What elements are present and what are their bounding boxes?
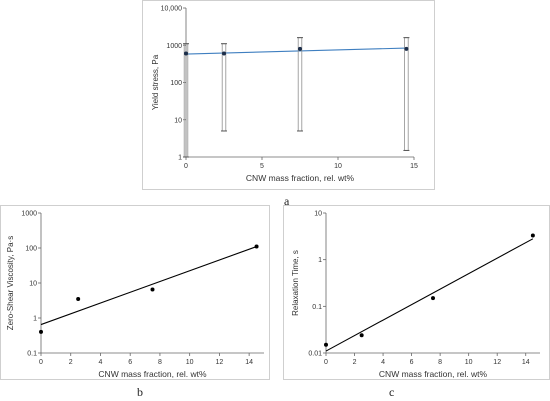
data-point bbox=[530, 233, 535, 238]
x-tick-label: 12 bbox=[493, 359, 501, 366]
y-axis-title: Yield stress, Pa bbox=[151, 54, 160, 110]
x-axis-title: CNW mass fraction, rel. wt% bbox=[246, 173, 355, 183]
y-tick-label: 1 bbox=[178, 155, 182, 162]
x-tick-label: 15 bbox=[410, 163, 418, 170]
x-tick-label: 8 bbox=[158, 359, 162, 366]
x-tick-label: 14 bbox=[245, 359, 253, 366]
y-tick-label: 0.1 bbox=[312, 304, 322, 311]
y-axis-title: Relaxation Time, s bbox=[291, 250, 300, 316]
y-tick-label: 10 bbox=[29, 281, 37, 288]
x-tick-label: 5 bbox=[260, 163, 264, 170]
x-tick-label: 12 bbox=[216, 359, 224, 366]
data-point bbox=[222, 51, 226, 56]
x-tick-label: 0 bbox=[39, 359, 43, 366]
x-tick-label: 6 bbox=[128, 359, 132, 366]
y-tick-label: 100 bbox=[25, 246, 37, 253]
panel-label-a: a bbox=[284, 194, 290, 208]
y-tick-label: 100 bbox=[170, 80, 182, 87]
chart-frame bbox=[142, 0, 435, 190]
x-tick-label: 0 bbox=[184, 163, 188, 170]
data-point bbox=[404, 46, 409, 51]
x-tick-label: 10 bbox=[465, 359, 473, 366]
x-tick-label: 10 bbox=[186, 359, 194, 366]
x-tick-label: 10 bbox=[334, 163, 342, 170]
x-axis-title: CNW mass fraction, rel. wt% bbox=[379, 369, 488, 379]
y-tick-label: 10 bbox=[314, 211, 322, 218]
data-point bbox=[324, 342, 328, 347]
panel-label-c: c bbox=[389, 385, 395, 399]
x-tick-label: 2 bbox=[353, 359, 357, 366]
trendline bbox=[325, 238, 534, 352]
x-tick-label: 4 bbox=[99, 359, 103, 366]
y-tick-label: 1000 bbox=[21, 211, 37, 218]
y-tick-label: 10 bbox=[174, 117, 182, 124]
x-tick-label: 14 bbox=[522, 359, 530, 366]
y-axis-title: Zero-Shear Viscosity, Pa·s bbox=[6, 236, 15, 330]
panel-label-b: b bbox=[137, 385, 143, 399]
x-axis-title: CNW mass fraction, rel. wt% bbox=[98, 369, 207, 379]
x-tick-label: 2 bbox=[69, 359, 73, 366]
data-point bbox=[298, 46, 302, 51]
data-point bbox=[184, 51, 188, 56]
data-point bbox=[76, 296, 81, 301]
trendline bbox=[40, 246, 257, 326]
data-point bbox=[359, 333, 364, 338]
data-point bbox=[254, 244, 259, 249]
data-point bbox=[39, 329, 43, 334]
data-point bbox=[150, 287, 155, 292]
y-tick-label: 0.01 bbox=[308, 351, 322, 358]
y-tick-label: 0.1 bbox=[27, 351, 37, 358]
y-tick-label: 1 bbox=[318, 257, 322, 264]
chart-zero-shear-viscosity: 0.1 1 10 100 1000 0 2 4 6 8 10 12 14 CNW mass fractio… bbox=[0, 205, 270, 380]
chart-relaxation-time: 0.01 0.1 1 10 0 2 4 6 8 10 12 14 CNW mass fraction, … bbox=[283, 205, 550, 380]
data-point bbox=[431, 296, 435, 301]
y-tick-label: 1000 bbox=[166, 43, 182, 50]
y-tick-label: 1 bbox=[33, 316, 37, 323]
x-tick-label: 6 bbox=[410, 359, 414, 366]
y-tick-label: 10,000 bbox=[161, 6, 183, 13]
chart-frame bbox=[0, 205, 270, 380]
x-tick-label: 4 bbox=[381, 359, 385, 366]
x-tick-label: 8 bbox=[438, 359, 442, 366]
chart-yield-stress: 1 10 100 1000 10,000 0 5 10 15 CNW mass fraction,… bbox=[142, 0, 435, 190]
x-tick-label: 0 bbox=[324, 359, 328, 366]
